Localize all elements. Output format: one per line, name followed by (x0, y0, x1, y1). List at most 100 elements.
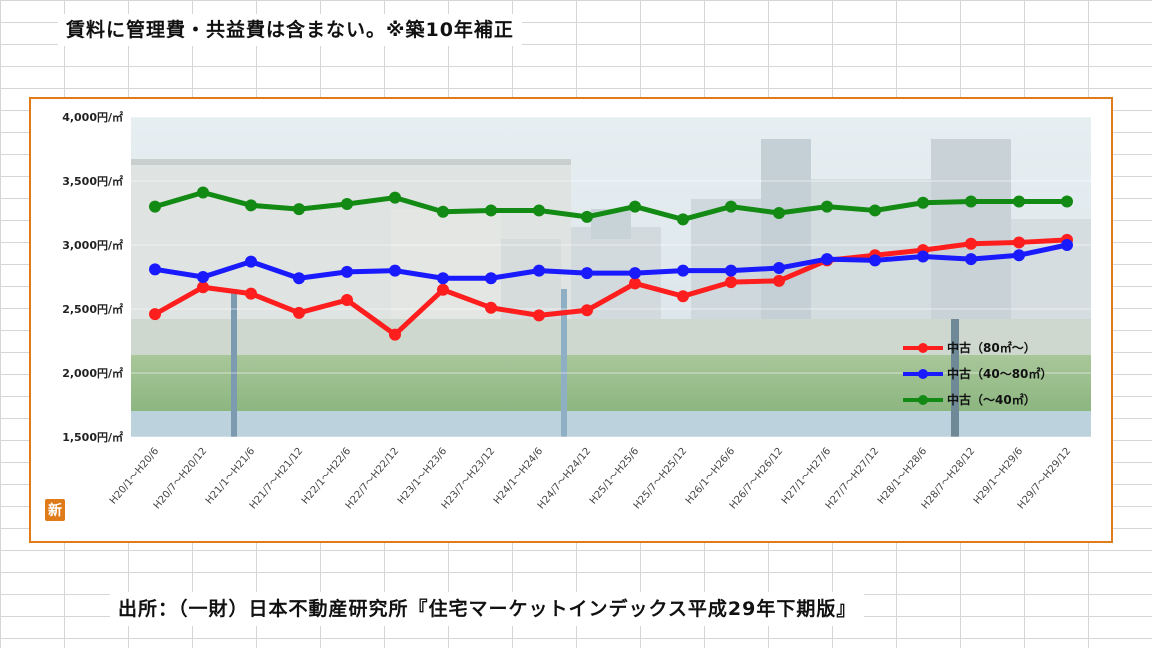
x-tick-label: H23/7～H23/12 (440, 446, 497, 512)
data-point (773, 207, 785, 219)
data-point (341, 198, 353, 211)
data-point (533, 204, 545, 217)
legend-item-1: 中古（40～80㎡） (903, 366, 1052, 381)
data-point (533, 309, 545, 322)
x-tick-label: H26/7～H26/12 (728, 446, 785, 512)
data-point (629, 277, 641, 290)
data-point (437, 272, 449, 285)
data-point (581, 267, 593, 280)
y-tick-label: 1,500円/㎡ (62, 430, 123, 444)
data-point (1013, 236, 1025, 249)
data-point (293, 203, 305, 216)
x-tick-label: H24/7～H24/12 (536, 446, 593, 512)
y-tick-label: 3,500円/㎡ (62, 174, 123, 188)
y-tick-label: 4,000円/㎡ (62, 110, 123, 124)
data-point (677, 213, 689, 226)
data-point (1013, 195, 1025, 208)
series-line-1 (154, 242, 1068, 281)
x-tick-label: H22/1～H22/6 (300, 446, 353, 507)
data-point (389, 264, 401, 277)
data-point (869, 254, 881, 267)
x-tick-label: H29/1～H29/6 (972, 446, 1025, 507)
legend-label: 中古（40～80㎡） (947, 366, 1052, 381)
data-point (149, 200, 161, 213)
data-point (821, 200, 833, 213)
x-axis: H20/1～H20/6H20/7～H20/12H21/1～H21/6H21/7～… (108, 446, 1073, 512)
data-point (1061, 239, 1073, 251)
x-tick-label: H27/1～H27/6 (780, 446, 833, 507)
data-point (965, 253, 977, 266)
data-point (197, 281, 209, 294)
data-point (341, 265, 353, 278)
data-point (293, 306, 305, 319)
x-tick-label: H25/1～H25/6 (588, 446, 641, 507)
y-tick-label: 2,000円/㎡ (62, 366, 123, 380)
x-tick-label: H21/7～H21/12 (248, 446, 305, 512)
legend-swatch-marker (918, 343, 928, 353)
data-point (581, 210, 593, 223)
data-point (485, 204, 497, 217)
legend-swatch-marker (918, 369, 928, 379)
data-point (197, 271, 209, 283)
data-point (437, 283, 449, 296)
x-tick-label: H26/1～H26/6 (684, 446, 737, 507)
x-tick-label: H21/1～H21/6 (204, 446, 257, 507)
data-point (197, 186, 209, 199)
data-point (485, 301, 497, 314)
x-tick-label: H20/1～H20/6 (108, 446, 161, 507)
x-tick-label: H20/7～H20/12 (152, 446, 209, 512)
data-point (245, 199, 257, 212)
series-line-2 (154, 190, 1067, 222)
data-point (869, 204, 881, 217)
x-tick-label: H22/7～H22/12 (344, 446, 401, 512)
series-line-0 (153, 237, 1068, 338)
data-point (293, 272, 305, 285)
y-tick-label: 2,500円/㎡ (62, 302, 123, 316)
series-0 (149, 233, 1073, 341)
data-point (773, 274, 785, 287)
data-point (245, 287, 257, 300)
rent-line-chart: 1,500円/㎡ 2,000円/㎡ 2,500円/㎡ 3,000円/㎡ 3,500円/㎡… (45, 110, 1091, 521)
data-point (677, 290, 689, 303)
x-tick-label: H25/7～H25/12 (632, 446, 689, 512)
data-point (1013, 249, 1025, 262)
data-point (725, 276, 737, 289)
data-point (389, 191, 401, 204)
data-point (581, 304, 593, 317)
data-point (485, 272, 497, 285)
series-2 (149, 186, 1073, 226)
data-point (725, 264, 737, 277)
legend-label: 中古（80㎡～） (947, 340, 1036, 355)
legend-item-2: 中古（～40㎡） (903, 392, 1036, 407)
data-point (773, 262, 785, 275)
data-point (965, 237, 977, 250)
source-citation: 出所：（一財）日本不動産研究所『住宅マーケットインデックス平成29年下期版』 (110, 592, 865, 626)
legend-swatch-marker (918, 395, 928, 405)
data-point (341, 294, 353, 307)
x-tick-label: H27/7～H27/12 (824, 446, 881, 512)
data-point (917, 250, 929, 263)
data-point (149, 263, 161, 276)
x-tick-label: H29/7～H29/12 (1016, 446, 1073, 512)
legend-item-0: 中古（80㎡～） (903, 340, 1036, 355)
data-point (965, 195, 977, 208)
shin-badge: 新 (45, 499, 65, 521)
series-1 (149, 239, 1073, 285)
data-point (389, 328, 401, 341)
data-point (1061, 195, 1073, 208)
legend: 中古（80㎡～） 中古（40～80㎡） 中古（～40㎡） (903, 340, 1052, 407)
data-point (629, 200, 641, 213)
data-point (533, 264, 545, 277)
data-point (917, 196, 929, 209)
x-tick-label: H28/1～H28/6 (876, 446, 929, 507)
data-point (245, 255, 257, 268)
data-point (149, 308, 161, 321)
data-point (437, 205, 449, 218)
badge-label: 新 (48, 502, 62, 519)
x-tick-label: H28/7～H28/12 (920, 446, 977, 512)
rent-note: 賃料に管理費・共益費は含まない。※築10年補正 (58, 14, 522, 46)
data-point (629, 267, 641, 280)
chart-frame: 1,500円/㎡ 2,000円/㎡ 2,500円/㎡ 3,000円/㎡ 3,500円/㎡… (29, 97, 1113, 543)
data-point (725, 200, 737, 213)
series-group (149, 186, 1073, 341)
